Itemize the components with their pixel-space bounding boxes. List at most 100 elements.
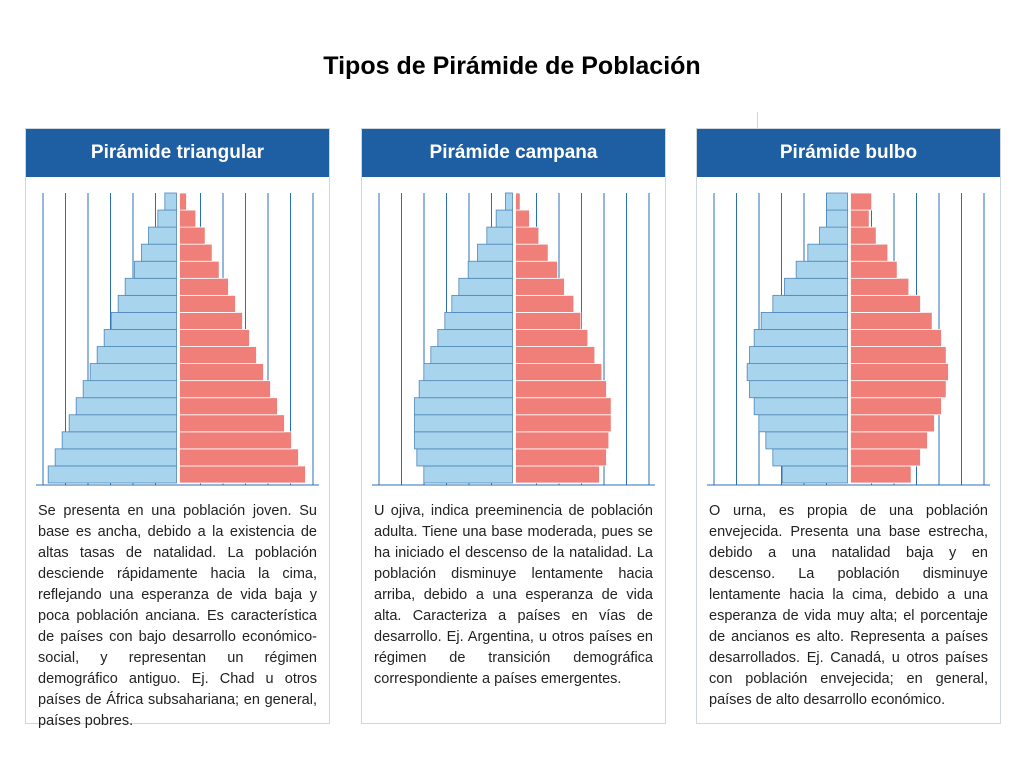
female-bar xyxy=(515,448,607,467)
panel-description: Se presenta en una población joven. Su b… xyxy=(38,503,317,729)
male-bar xyxy=(772,294,848,313)
male-bar xyxy=(749,346,848,364)
panel-header: Pirámide bulbo xyxy=(697,129,1000,177)
pyramid-chart-bulbo xyxy=(707,192,990,486)
male-bar xyxy=(164,192,177,211)
male-bar xyxy=(148,226,177,245)
female-bar xyxy=(515,209,530,228)
male-bar xyxy=(418,380,513,399)
panel-bulbo: Pirámide bulbo O urna, es propia de una … xyxy=(696,128,1001,724)
male-bar xyxy=(495,209,513,228)
panel-header: Pirámide triangular xyxy=(26,129,329,177)
panel-header: Pirámide campana xyxy=(362,129,665,177)
male-bar xyxy=(505,192,513,211)
female-bar xyxy=(850,209,870,228)
female-bar xyxy=(179,414,285,433)
male-bar xyxy=(437,329,513,347)
female-bar xyxy=(515,465,600,484)
male-bar xyxy=(124,277,177,296)
male-bar xyxy=(826,192,848,211)
female-bar xyxy=(179,294,236,313)
female-bar xyxy=(515,277,565,296)
female-bar xyxy=(515,260,558,279)
male-bar xyxy=(451,294,513,313)
female-bar xyxy=(850,312,933,330)
male-bar xyxy=(760,312,848,330)
female-bar xyxy=(850,243,889,262)
male-bar xyxy=(753,397,848,416)
female-bar xyxy=(179,329,250,347)
panel-description: U ojiva, indica preeminencia de població… xyxy=(374,503,653,687)
male-bar xyxy=(47,465,177,484)
female-bar xyxy=(179,346,257,364)
female-bar xyxy=(515,329,589,347)
female-bar xyxy=(179,226,206,245)
female-bar xyxy=(179,277,229,296)
female-bar xyxy=(515,431,610,450)
female-bar xyxy=(850,380,947,399)
female-bar xyxy=(850,397,942,416)
female-bar xyxy=(515,346,596,364)
female-bar xyxy=(515,226,540,245)
female-bar xyxy=(850,414,935,433)
male-bar xyxy=(141,243,177,262)
male-bar xyxy=(826,209,848,228)
male-bar xyxy=(477,243,513,262)
female-bar xyxy=(515,397,612,416)
male-bar xyxy=(82,380,177,399)
female-bar xyxy=(850,277,910,296)
female-bar xyxy=(850,329,942,347)
male-bar xyxy=(772,448,848,467)
female-bar xyxy=(515,294,575,313)
female-bar xyxy=(515,312,582,330)
female-bar xyxy=(850,363,949,382)
female-bar xyxy=(515,243,549,262)
male-bar xyxy=(807,243,848,262)
female-bar xyxy=(850,346,947,364)
panel-triangular: Pirámide triangular Se presenta en una p… xyxy=(25,128,330,729)
female-bar xyxy=(179,312,243,330)
male-bar xyxy=(54,448,177,467)
divider xyxy=(757,112,758,128)
male-bar xyxy=(423,363,513,382)
male-bar xyxy=(784,277,848,296)
pyramid-chart-campana xyxy=(372,192,655,486)
female-bar xyxy=(850,260,898,279)
female-bar xyxy=(179,448,299,467)
male-bar xyxy=(134,260,177,279)
female-bar xyxy=(515,414,612,433)
female-bar xyxy=(179,260,220,279)
male-bar xyxy=(781,465,848,484)
male-bar xyxy=(416,448,513,467)
panel-description: O urna, es propia de una población envej… xyxy=(709,503,988,708)
male-bar xyxy=(414,397,513,416)
female-bar xyxy=(179,209,197,228)
male-bar xyxy=(75,397,177,416)
male-bar xyxy=(157,209,177,228)
male-bar xyxy=(753,329,848,347)
pyramid-chart-triangular xyxy=(36,192,319,486)
male-bar xyxy=(96,346,177,364)
male-bar xyxy=(61,431,177,450)
page-title: Tipos de Pirámide de Población xyxy=(323,52,701,80)
male-bar xyxy=(89,363,177,382)
male-bar xyxy=(117,294,177,313)
female-bar xyxy=(515,192,521,211)
male-bar xyxy=(749,380,848,399)
male-bar xyxy=(758,414,848,433)
male-bar xyxy=(819,226,848,245)
female-bar xyxy=(179,380,271,399)
male-bar xyxy=(110,312,177,330)
male-bar xyxy=(103,329,177,347)
female-bar xyxy=(850,465,912,484)
female-bar xyxy=(850,294,921,313)
male-bar xyxy=(795,260,848,279)
male-bar xyxy=(467,260,513,279)
female-bar xyxy=(515,363,603,382)
female-bar xyxy=(515,380,607,399)
female-bar xyxy=(179,243,213,262)
male-bar xyxy=(444,312,513,330)
female-bar xyxy=(179,192,187,211)
male-bar xyxy=(414,414,513,433)
panel-campana: Pirámide campana U ojiva, indica preemin… xyxy=(361,128,666,724)
